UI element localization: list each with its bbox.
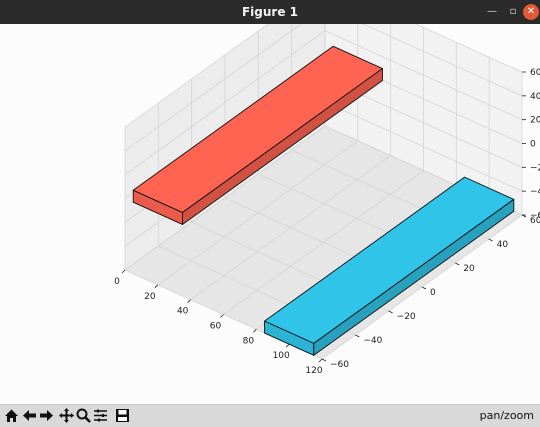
x-tick-label: 40 <box>177 307 189 317</box>
gridline-wall-z <box>124 6 326 152</box>
gridline-back-z <box>361 0 523 73</box>
close-icon[interactable]: ✕ <box>523 4 539 20</box>
gridline-wall-z <box>124 125 326 271</box>
maximize-icon[interactable]: ▫ <box>509 6 517 17</box>
box-0-front <box>182 68 383 225</box>
y-tick-mark <box>421 286 427 290</box>
minimize-icon[interactable]: — <box>487 6 497 17</box>
z-tick-label: −20 <box>530 163 540 173</box>
home-icon[interactable] <box>3 407 20 424</box>
forward-arrow-icon[interactable] <box>38 407 55 424</box>
x-tick-label: 20 <box>144 292 156 302</box>
axis-ticks: 020406080100120−60−40−200204060−60−40−20… <box>114 68 540 376</box>
x-tick-mark <box>187 299 191 303</box>
z-tick-label: 0 <box>530 140 536 150</box>
gridline-back-z <box>324 101 523 192</box>
x-tick-label: 0 <box>114 277 120 287</box>
figure-canvas[interactable]: 020406080100120−60−40−200204060−60−40−20… <box>0 0 540 404</box>
y-tick-label: −40 <box>363 336 382 346</box>
mode-status-text: pan/zoom <box>479 409 534 422</box>
x-tick-mark <box>285 343 290 348</box>
y-tick-mark <box>388 310 393 314</box>
y-tick-label: 60 <box>530 216 540 226</box>
z-tick-label: −40 <box>530 187 540 197</box>
gridline-wall-z <box>124 30 326 175</box>
y-tick-mark <box>488 238 493 242</box>
z-tick-label: −60 <box>530 211 540 221</box>
y-tick-label: −60 <box>330 360 349 370</box>
x-tick-mark <box>253 329 257 333</box>
y-tick-mark <box>355 334 360 338</box>
save-floppy-icon[interactable] <box>114 407 131 424</box>
x-tick-mark <box>318 358 323 363</box>
x-tick-mark <box>154 284 159 289</box>
configure-subplots-icon[interactable] <box>92 407 109 424</box>
z-tick-label: 60 <box>530 68 540 78</box>
navigation-toolbar: pan/zoom <box>0 404 540 427</box>
pan-move-icon[interactable] <box>58 407 75 424</box>
y-tick-label: 0 <box>430 288 436 298</box>
3d-axes[interactable]: 020406080100120−60−40−200204060−60−40−20… <box>0 0 540 404</box>
bar-boxes <box>132 45 515 356</box>
box-1-front <box>313 198 515 356</box>
y-tick-mark <box>455 262 460 266</box>
x-tick-mark <box>121 269 126 274</box>
x-tick-label: 120 <box>305 366 322 376</box>
z-tick-label: 20 <box>530 116 540 126</box>
x-tick-label: 60 <box>210 322 222 332</box>
y-tick-label: −20 <box>397 312 416 322</box>
y-tick-mark <box>321 358 327 362</box>
window-titlebar: Figure 1 — ▫ ✕ <box>0 0 540 24</box>
x-tick-mark <box>220 314 224 318</box>
window-title: Figure 1 <box>241 5 299 19</box>
x-tick-label: 100 <box>273 351 290 361</box>
back-arrow-icon[interactable] <box>21 407 38 424</box>
y-tick-label: 20 <box>463 264 475 274</box>
gridline-back-z <box>324 30 523 121</box>
z-tick-label: 40 <box>530 92 540 102</box>
x-tick-label: 80 <box>243 336 255 346</box>
zoom-magnifier-icon[interactable] <box>75 407 92 424</box>
y-tick-label: 40 <box>497 240 509 250</box>
